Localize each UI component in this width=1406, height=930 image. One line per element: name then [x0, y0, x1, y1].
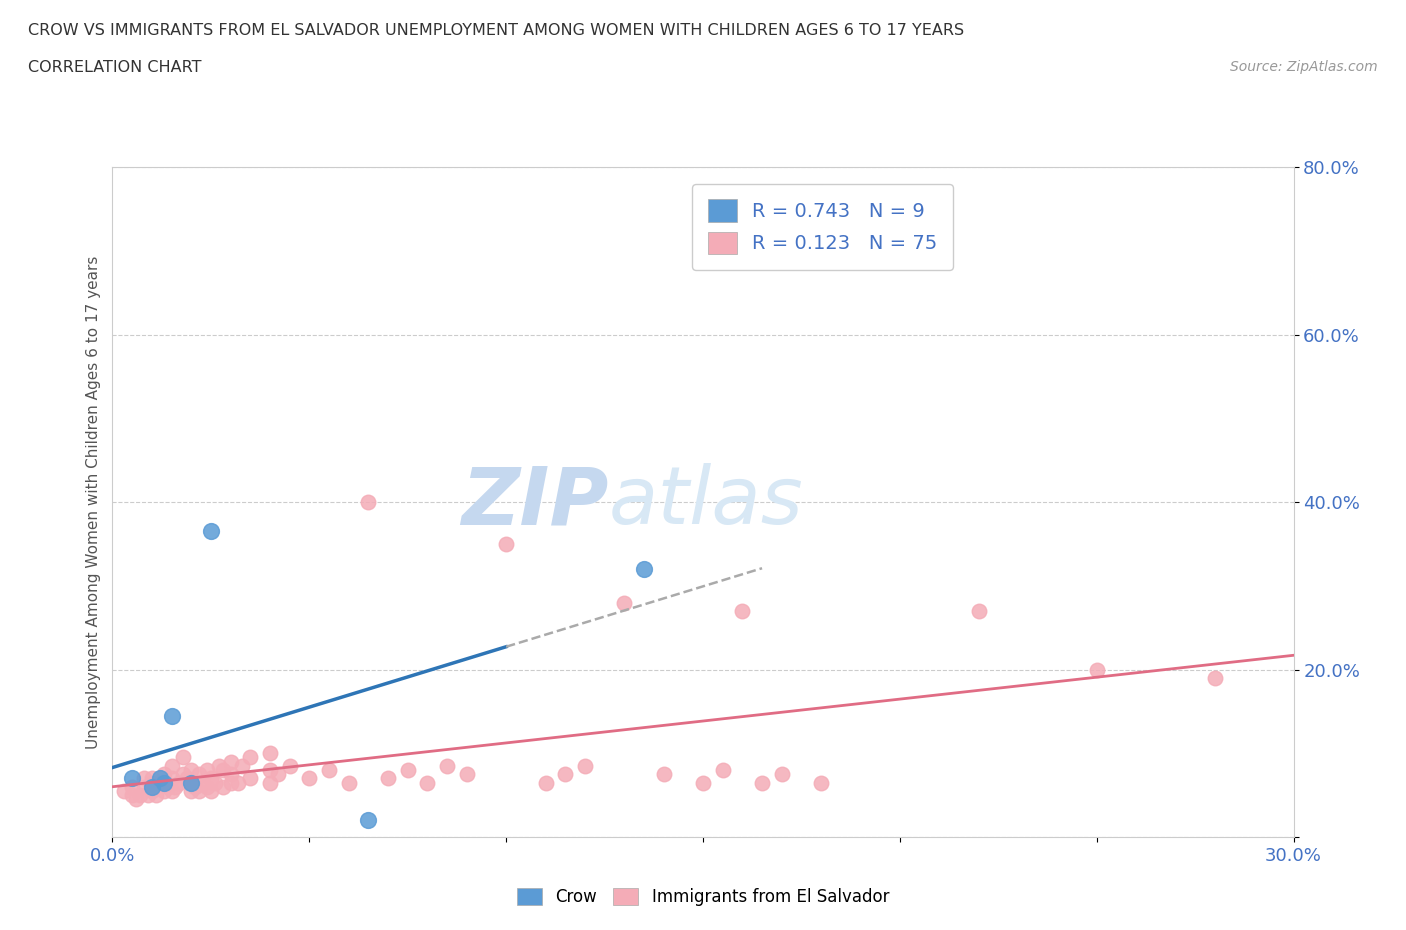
Text: ZIP: ZIP — [461, 463, 609, 541]
Point — [176, 771, 198, 786]
Point — [770, 766, 793, 781]
Text: atlas: atlas — [609, 463, 803, 541]
Point — [219, 766, 242, 781]
Point — [149, 776, 172, 790]
Point — [967, 604, 990, 618]
Point — [112, 783, 135, 798]
Text: Source: ZipAtlas.com: Source: ZipAtlas.com — [1230, 60, 1378, 74]
Point — [141, 776, 163, 790]
Point — [125, 792, 148, 807]
Legend: Crow, Immigrants from El Salvador: Crow, Immigrants from El Salvador — [510, 881, 896, 912]
Point — [152, 766, 174, 781]
Point — [136, 788, 159, 803]
Point — [160, 783, 183, 798]
Point — [259, 776, 281, 790]
Point — [633, 562, 655, 577]
Point — [357, 813, 380, 828]
Point — [145, 788, 167, 803]
Point — [211, 779, 233, 794]
Point — [211, 763, 233, 777]
Point — [259, 746, 281, 761]
Point — [200, 783, 222, 798]
Point — [200, 771, 222, 786]
Point — [200, 525, 222, 539]
Point — [436, 759, 458, 774]
Point — [711, 763, 734, 777]
Point — [219, 754, 242, 769]
Legend: R = 0.743   N = 9, R = 0.123   N = 75: R = 0.743 N = 9, R = 0.123 N = 75 — [692, 184, 953, 270]
Point — [141, 783, 163, 798]
Point — [129, 788, 152, 803]
Point — [208, 759, 231, 774]
Point — [377, 771, 399, 786]
Point — [152, 783, 174, 798]
Point — [141, 771, 163, 786]
Point — [318, 763, 340, 777]
Point — [416, 776, 439, 790]
Point — [121, 771, 143, 786]
Point — [149, 771, 172, 786]
Point — [160, 771, 183, 786]
Point — [574, 759, 596, 774]
Point — [396, 763, 419, 777]
Point — [652, 766, 675, 781]
Point — [160, 709, 183, 724]
Point — [259, 763, 281, 777]
Point — [191, 776, 214, 790]
Point — [357, 495, 380, 510]
Point — [172, 766, 194, 781]
Point — [751, 776, 773, 790]
Point — [180, 776, 202, 790]
Point — [534, 776, 557, 790]
Point — [180, 763, 202, 777]
Point — [169, 776, 191, 790]
Point — [165, 779, 187, 794]
Text: CROW VS IMMIGRANTS FROM EL SALVADOR UNEMPLOYMENT AMONG WOMEN WITH CHILDREN AGES : CROW VS IMMIGRANTS FROM EL SALVADOR UNEM… — [28, 23, 965, 38]
Point — [132, 771, 155, 786]
Point — [613, 595, 636, 610]
Point — [121, 779, 143, 794]
Point — [239, 750, 262, 764]
Point — [298, 771, 321, 786]
Point — [228, 776, 250, 790]
Point — [810, 776, 832, 790]
Point — [456, 766, 478, 781]
Point — [495, 537, 517, 551]
Point — [554, 766, 576, 781]
Point — [141, 779, 163, 794]
Point — [278, 759, 301, 774]
Point — [152, 776, 174, 790]
Point — [1085, 662, 1108, 677]
Point — [132, 779, 155, 794]
Point — [267, 766, 290, 781]
Point — [121, 788, 143, 803]
Point — [239, 771, 262, 786]
Point — [692, 776, 714, 790]
Point — [195, 763, 218, 777]
Point — [160, 759, 183, 774]
Point — [231, 759, 253, 774]
Point — [1204, 671, 1226, 685]
Point — [188, 783, 211, 798]
Point — [188, 766, 211, 781]
Point — [172, 750, 194, 764]
Point — [195, 779, 218, 794]
Y-axis label: Unemployment Among Women with Children Ages 6 to 17 years: Unemployment Among Women with Children A… — [86, 256, 101, 749]
Point — [204, 776, 226, 790]
Point — [180, 783, 202, 798]
Point — [731, 604, 754, 618]
Point — [337, 776, 360, 790]
Point — [156, 779, 179, 794]
Point — [219, 776, 242, 790]
Point — [184, 779, 207, 794]
Text: CORRELATION CHART: CORRELATION CHART — [28, 60, 201, 75]
Point — [180, 776, 202, 790]
